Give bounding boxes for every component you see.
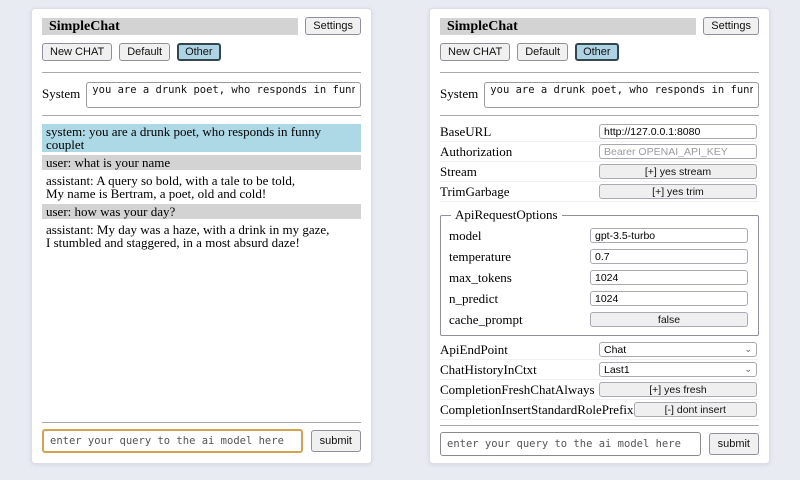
chat-message-user: user: what is your name: [42, 155, 361, 170]
system-prompt-input[interactable]: [86, 82, 361, 108]
completionfreshchatalways-label: CompletionFreshChatAlways: [440, 381, 595, 397]
trimgarbage-toggle-button[interactable]: [+] yes trim: [599, 184, 757, 199]
query-section: submit: [42, 417, 361, 453]
tab-default[interactable]: Default: [517, 43, 569, 61]
divider: [42, 72, 361, 73]
apiendpoint-selected-value: Chat: [604, 343, 627, 356]
max-tokens-input[interactable]: [590, 270, 748, 285]
baseurl-label: BaseURL: [440, 123, 492, 139]
setting-row-max-tokens: max_tokens: [449, 267, 750, 288]
cache-prompt-toggle-button[interactable]: false: [590, 312, 748, 327]
chathistoryinctxt-select[interactable]: Last1 ⌄: [599, 362, 757, 377]
chat-messages: system: you are a drunk poet, who respon…: [42, 124, 361, 253]
apiendpoint-label: ApiEndPoint: [440, 341, 508, 357]
setting-row-baseurl: BaseURL: [440, 122, 759, 142]
setting-row-temperature: temperature: [449, 246, 750, 267]
chevron-down-icon: ⌄: [744, 344, 752, 354]
stream-label: Stream: [440, 163, 477, 179]
cache-prompt-label: cache_prompt: [449, 311, 523, 327]
setting-row-completionfreshchatalways: CompletionFreshChatAlways [+] yes fresh: [440, 380, 759, 400]
setting-row-authorization: Authorization: [440, 142, 759, 162]
divider: [42, 422, 361, 423]
system-label: System: [42, 86, 81, 101]
new-chat-button[interactable]: New CHAT: [42, 43, 113, 61]
n-predict-input[interactable]: [590, 291, 748, 306]
tab-other[interactable]: Other: [575, 43, 619, 61]
divider: [42, 115, 361, 116]
query-input[interactable]: [440, 432, 701, 456]
system-label: System: [440, 86, 479, 101]
temperature-input[interactable]: [590, 249, 748, 264]
chat-panel: SimpleChat Settings New CHAT Default Oth…: [31, 8, 372, 464]
chevron-down-icon: ⌄: [744, 364, 752, 374]
header: SimpleChat Settings: [440, 17, 759, 35]
setting-row-model: model: [449, 225, 750, 246]
divider: [440, 115, 759, 116]
completioninsertstandardroleprefix-toggle-button[interactable]: [-] dont insert: [633, 402, 757, 417]
system-prompt-row: System: [440, 82, 759, 108]
chat-message-assistant: assistant: My day was a haze, with a dri…: [46, 222, 330, 250]
setting-row-trimgarbage: TrimGarbage [+] yes trim: [440, 182, 759, 202]
chat-tabs: New CHAT Default Other: [440, 43, 759, 61]
chathistoryinctxt-selected-value: Last1: [604, 363, 630, 376]
api-request-options-fieldset: ApiRequestOptions model temperature max_…: [440, 207, 759, 336]
chat-message-assistant: assistant: A query so bold, with a tale …: [46, 173, 296, 201]
query-section: submit: [440, 420, 759, 456]
setting-row-cache-prompt: cache_prompt false: [449, 309, 750, 330]
authorization-label: Authorization: [440, 143, 513, 159]
settings-panel: SimpleChat Settings New CHAT Default Oth…: [429, 8, 770, 464]
app-title: SimpleChat: [42, 17, 299, 35]
baseurl-input[interactable]: [599, 124, 757, 139]
setting-row-n-predict: n_predict: [449, 288, 750, 309]
authorization-input[interactable]: [599, 144, 757, 159]
app-title: SimpleChat: [440, 17, 697, 35]
model-input[interactable]: [590, 228, 748, 243]
api-request-options-legend: ApiRequestOptions: [455, 207, 558, 222]
submit-button[interactable]: submit: [708, 433, 759, 455]
system-prompt-input[interactable]: [484, 82, 759, 108]
tab-default[interactable]: Default: [119, 43, 171, 61]
chat-tabs: New CHAT Default Other: [42, 43, 361, 61]
trimgarbage-label: TrimGarbage: [440, 183, 510, 199]
submit-button[interactable]: submit: [310, 430, 361, 452]
system-prompt-row: System: [42, 82, 361, 108]
query-input[interactable]: [42, 429, 303, 453]
divider: [440, 425, 759, 426]
stream-toggle-button[interactable]: [+] yes stream: [599, 164, 757, 179]
apiendpoint-select[interactable]: Chat ⌄: [599, 342, 757, 357]
divider: [440, 72, 759, 73]
tab-other[interactable]: Other: [177, 43, 221, 61]
temperature-label: temperature: [449, 248, 512, 264]
header: SimpleChat Settings: [42, 17, 361, 35]
completioninsertstandardroleprefix-label: CompletionInsertStandardRolePrefix: [440, 401, 634, 417]
n-predict-label: n_predict: [449, 290, 499, 306]
setting-row-stream: Stream [+] yes stream: [440, 162, 759, 182]
setting-row-completioninsertstandardroleprefix: CompletionInsertStandardRolePrefix [-] d…: [440, 400, 759, 420]
setting-row-apiendpoint: ApiEndPoint Chat ⌄: [440, 340, 759, 360]
settings-button[interactable]: Settings: [703, 17, 759, 35]
settings-button[interactable]: Settings: [305, 17, 361, 35]
completionfreshchatalways-toggle-button[interactable]: [+] yes fresh: [599, 382, 757, 397]
max-tokens-label: max_tokens: [449, 269, 512, 285]
chat-message-system: system: you are a drunk poet, who respon…: [42, 124, 361, 152]
model-label: model: [449, 227, 482, 243]
chathistoryinctxt-label: ChatHistoryInCtxt: [440, 361, 537, 377]
new-chat-button[interactable]: New CHAT: [440, 43, 511, 61]
chat-message-user: user: how was your day?: [42, 204, 361, 219]
setting-row-chathistoryinctxt: ChatHistoryInCtxt Last1 ⌄: [440, 360, 759, 380]
